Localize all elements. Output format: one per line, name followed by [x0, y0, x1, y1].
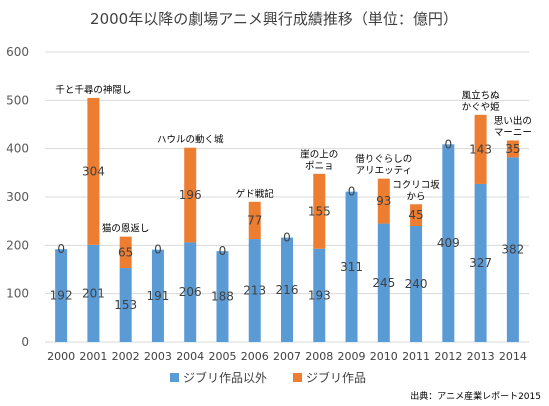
y-tick-label: 0 — [21, 335, 29, 349]
data-label-non-ghibli: 206 — [179, 285, 202, 299]
film-annotation: かぐや姫 — [462, 101, 501, 113]
data-label-non-ghibli: 193 — [308, 288, 331, 302]
x-tick-label: 2007 — [273, 350, 301, 363]
data-label-ghibli: 0 — [445, 137, 453, 151]
legend-label-ghibli: ジブリ作品 — [306, 370, 366, 385]
x-tick-label: 2008 — [305, 350, 333, 363]
x-tick-label: 2009 — [338, 350, 366, 363]
x-tick-label: 2000 — [47, 350, 75, 363]
bar-ghibli — [184, 147, 197, 243]
bar-non-ghibli — [506, 157, 519, 342]
bar-ghibli — [377, 178, 390, 224]
data-label-ghibli: 0 — [219, 244, 227, 258]
data-label-non-ghibli: 382 — [501, 243, 524, 257]
bar-non-ghibli — [55, 249, 68, 342]
bar-non-ghibli — [151, 249, 164, 342]
data-label-ghibli: 35 — [505, 142, 520, 156]
y-tick-label: 100 — [6, 287, 29, 301]
bar-non-ghibli — [377, 223, 390, 342]
x-tick-label: 2014 — [499, 350, 527, 363]
x-tick-label: 2010 — [370, 350, 398, 363]
x-tick-label: 2013 — [467, 350, 495, 363]
bar-non-ghibli — [119, 268, 132, 342]
y-tick-label: 600 — [6, 45, 29, 59]
film-annotation: 借りぐらしの — [355, 153, 412, 165]
film-annotation: 千と千尋の神隠し — [55, 84, 131, 96]
chart-title: 2000年以降の劇場アニメ興行成績推移（単位：億円） — [90, 10, 458, 28]
legend: ジブリ作品以外 ジブリ作品 — [170, 370, 366, 385]
bar-ghibli — [248, 201, 261, 240]
film-annotation: マーニー — [494, 127, 532, 138]
data-label-ghibli: 65 — [118, 245, 133, 259]
data-label-ghibli: 0 — [154, 243, 162, 257]
film-annotation: コクリコ坂 — [392, 180, 440, 191]
source-note: 出典：アニメ産業レポート2015 — [410, 390, 541, 402]
data-label-non-ghibli: 188 — [211, 290, 234, 304]
bar-ghibli — [313, 173, 326, 249]
x-tick-label: 2001 — [79, 350, 107, 363]
data-label-non-ghibli: 213 — [243, 284, 266, 298]
x-tick-label: 2004 — [176, 350, 204, 363]
x-tick-label: 2006 — [241, 350, 269, 363]
data-label-non-ghibli: 245 — [372, 276, 395, 290]
y-tick-label: 500 — [6, 93, 29, 107]
data-label-ghibli: 93 — [376, 194, 391, 208]
x-tick-label: 2003 — [144, 350, 172, 363]
bar-non-ghibli — [281, 237, 293, 342]
bar-non-ghibli — [248, 239, 261, 342]
legend-swatch-non-ghibli — [170, 373, 179, 382]
data-label-ghibli: 45 — [408, 208, 423, 222]
bar-non-ghibli — [345, 191, 358, 342]
x-tick-label: 2002 — [112, 350, 140, 363]
bar-ghibli — [474, 114, 487, 184]
y-tick-label: 400 — [6, 142, 29, 156]
bar-non-ghibli — [313, 248, 326, 342]
data-label-non-ghibli: 409 — [437, 236, 460, 250]
film-annotation: 風立ちぬ — [462, 89, 501, 101]
film-annotation: ゲド戦記 — [236, 188, 275, 200]
data-label-ghibli: 0 — [348, 185, 356, 199]
x-tick-label: 2012 — [434, 350, 462, 363]
data-label-non-ghibli: 153 — [114, 298, 137, 312]
bar-non-ghibli — [442, 144, 455, 342]
data-label-ghibli: 77 — [247, 213, 262, 227]
data-label-non-ghibli: 240 — [405, 277, 428, 291]
legend-swatch-ghibli — [293, 373, 302, 382]
data-label-non-ghibli: 327 — [469, 256, 492, 270]
bar-non-ghibli — [87, 244, 100, 342]
data-label-ghibli: 0 — [57, 242, 65, 256]
data-label-ghibli: 155 — [308, 204, 331, 218]
bar-ghibli — [87, 97, 100, 245]
film-annotation: 猫の恩返し — [102, 223, 150, 235]
data-label-ghibli: 304 — [82, 164, 105, 178]
data-label-non-ghibli: 201 — [82, 286, 105, 300]
film-annotation: から — [407, 191, 426, 202]
film-annotation: ポニョ — [305, 161, 334, 172]
bar-ghibli — [506, 140, 519, 158]
film-annotation: アリエッティ — [356, 166, 412, 177]
bar-non-ghibli — [184, 242, 197, 342]
bar-non-ghibli — [410, 226, 423, 342]
y-tick-label: 200 — [6, 238, 29, 252]
film-annotation: 崖の上の — [300, 149, 338, 160]
x-tick-label: 2011 — [402, 350, 430, 363]
data-label-ghibli: 0 — [283, 231, 291, 245]
bar-ghibli — [410, 204, 423, 226]
data-label-ghibli: 196 — [179, 188, 202, 202]
x-tick-label: 2005 — [208, 350, 236, 363]
film-annotation: ハウルの動く城 — [157, 135, 224, 146]
data-label-non-ghibli: 216 — [276, 283, 299, 297]
data-label-ghibli: 143 — [469, 142, 492, 156]
data-label-non-ghibli: 192 — [50, 289, 73, 303]
bar-non-ghibli — [474, 183, 487, 342]
film-annotation: 思い出の — [494, 115, 532, 127]
data-label-non-ghibli: 191 — [146, 289, 169, 303]
bar-non-ghibli — [216, 251, 229, 342]
bar-ghibli — [119, 236, 132, 269]
data-label-non-ghibli: 311 — [340, 260, 363, 274]
y-tick-label: 300 — [6, 190, 29, 204]
legend-label-non-ghibli: ジブリ作品以外 — [183, 370, 267, 385]
